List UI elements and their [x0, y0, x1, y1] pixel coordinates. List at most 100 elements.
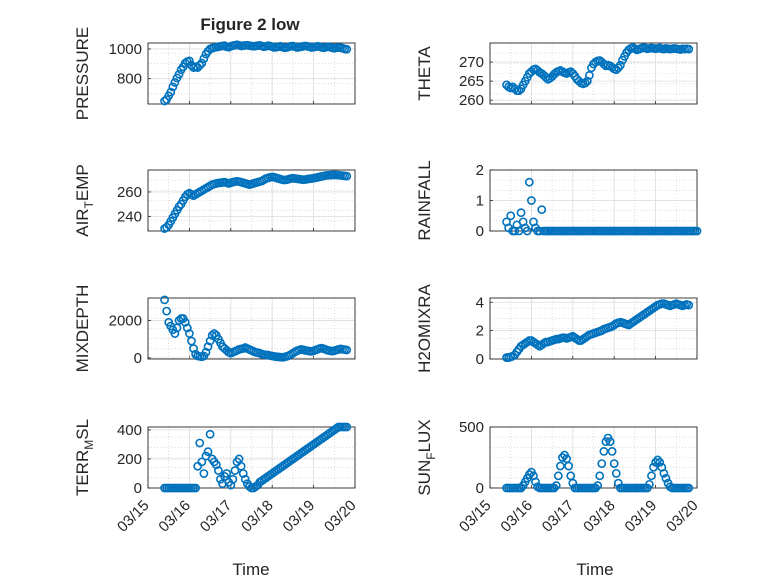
data-point — [661, 473, 671, 483]
axes-frame — [489, 297, 698, 360]
y-tick-label: 400 — [117, 422, 142, 439]
y-tick-label: 0 — [476, 223, 484, 240]
data-point — [182, 323, 192, 333]
data-point — [184, 56, 194, 66]
data-point — [160, 96, 169, 106]
data-point — [599, 446, 609, 456]
y-axis-label: RAINFALL — [415, 160, 434, 240]
data-point — [168, 82, 178, 92]
subplot-theta: 260 265 270 THETA — [415, 42, 698, 109]
x-tick-label: 03/16 — [155, 497, 194, 536]
data-point — [551, 481, 561, 490]
data-point — [541, 72, 551, 82]
y-axis-label: H2OMIXRA — [415, 283, 434, 372]
y-tick-label: 200 — [117, 451, 142, 468]
data-point — [684, 483, 694, 493]
x-tick-label: 03/20 — [663, 497, 702, 536]
x-tick-label: 03/20 — [321, 497, 360, 536]
x-tick-label: 03/17 — [539, 497, 578, 536]
data-point — [342, 44, 352, 54]
data-point — [172, 323, 182, 333]
y-tick-label: 0 — [476, 351, 484, 368]
figure-title: Figure 2 low — [200, 15, 300, 34]
data-point — [558, 453, 567, 462]
data-point — [653, 455, 663, 465]
data-point — [160, 295, 169, 305]
y-axis-label: SUNFLUX — [415, 419, 438, 495]
data-point — [222, 469, 232, 478]
subplot-terr-msl: 03/15 03/16 03/17 03/18 03/19 03/20 0 200 400 TER… — [73, 419, 360, 536]
data-point — [199, 54, 209, 64]
data-point — [595, 471, 605, 481]
x-axis-label-left: Time — [232, 560, 269, 579]
data-point — [580, 78, 590, 88]
data-point — [209, 329, 219, 338]
data-point — [582, 76, 592, 86]
data-point — [616, 60, 625, 70]
data-point — [174, 69, 184, 79]
y-tick-label: 260 — [459, 92, 484, 109]
data-point — [166, 87, 176, 97]
y-axis-label: PRESSURE — [73, 27, 92, 121]
y-tick-label: 1000 — [109, 41, 142, 58]
x-tick-label: 03/17 — [197, 497, 236, 536]
x-tick-label: 03/15 — [114, 497, 153, 536]
data-point — [644, 479, 654, 489]
y-tick-label: 1 — [476, 193, 484, 210]
data-point — [170, 78, 180, 87]
data-point — [230, 466, 240, 475]
data-point — [203, 447, 213, 457]
data-point — [162, 222, 172, 232]
data-point — [228, 474, 238, 484]
data-point — [591, 483, 600, 493]
data-point — [342, 422, 352, 432]
subplot-sun-flux: 03/15 03/16 03/17 03/18 03/19 03/20 0 500 SUNFLU… — [415, 419, 702, 536]
x-tick-label: 03/18 — [238, 497, 277, 536]
y-tick-label: 2 — [476, 162, 484, 179]
axes-frame — [489, 42, 698, 105]
data-point — [197, 457, 207, 467]
subplot-h2omixra: 0 2 4 H2OMIXRA — [415, 283, 698, 373]
data-point — [692, 226, 702, 236]
y-tick-label: 270 — [459, 54, 484, 71]
data-point — [684, 44, 694, 54]
axes-frame — [147, 297, 356, 360]
y-axis-label: MIXDEPTH — [73, 285, 92, 373]
y-tick-label: 265 — [459, 73, 484, 90]
y-axis-label: AIRTEMP — [73, 164, 96, 237]
data-point — [659, 468, 669, 478]
data-point — [162, 306, 172, 316]
data-point — [516, 208, 526, 218]
y-tick-label: 4 — [476, 294, 484, 311]
data-point — [342, 171, 352, 181]
data-point — [535, 226, 545, 236]
subplot-air-temp: 240 260 AIRTEMP — [73, 164, 356, 237]
y-tick-label: 0 — [476, 480, 484, 497]
y-tick-label: 260 — [117, 184, 142, 201]
data-point — [191, 483, 201, 493]
data-point — [199, 469, 209, 478]
data-point — [549, 483, 559, 493]
data-point — [240, 474, 250, 484]
data-point — [213, 466, 223, 475]
data-point — [597, 459, 607, 468]
data-point — [189, 344, 198, 353]
y-tick-label: 0 — [134, 480, 142, 497]
x-tick-label: 03/15 — [456, 497, 495, 536]
data-point — [203, 342, 213, 352]
data-point — [195, 60, 205, 70]
y-tick-label: 240 — [117, 208, 142, 225]
data-point — [605, 437, 615, 447]
data-point — [684, 300, 694, 310]
subplot-pressure: 800 1000 PRESSURE — [73, 27, 356, 121]
data-point — [655, 457, 665, 467]
data-point — [180, 317, 190, 327]
data-point — [184, 329, 194, 338]
data-point — [522, 226, 532, 236]
y-tick-label: 500 — [459, 419, 484, 436]
data-point — [207, 331, 217, 340]
data-point — [524, 470, 534, 479]
data-point — [651, 457, 660, 467]
x-tick-label: 03/18 — [580, 497, 619, 536]
axes-frame — [147, 169, 356, 232]
